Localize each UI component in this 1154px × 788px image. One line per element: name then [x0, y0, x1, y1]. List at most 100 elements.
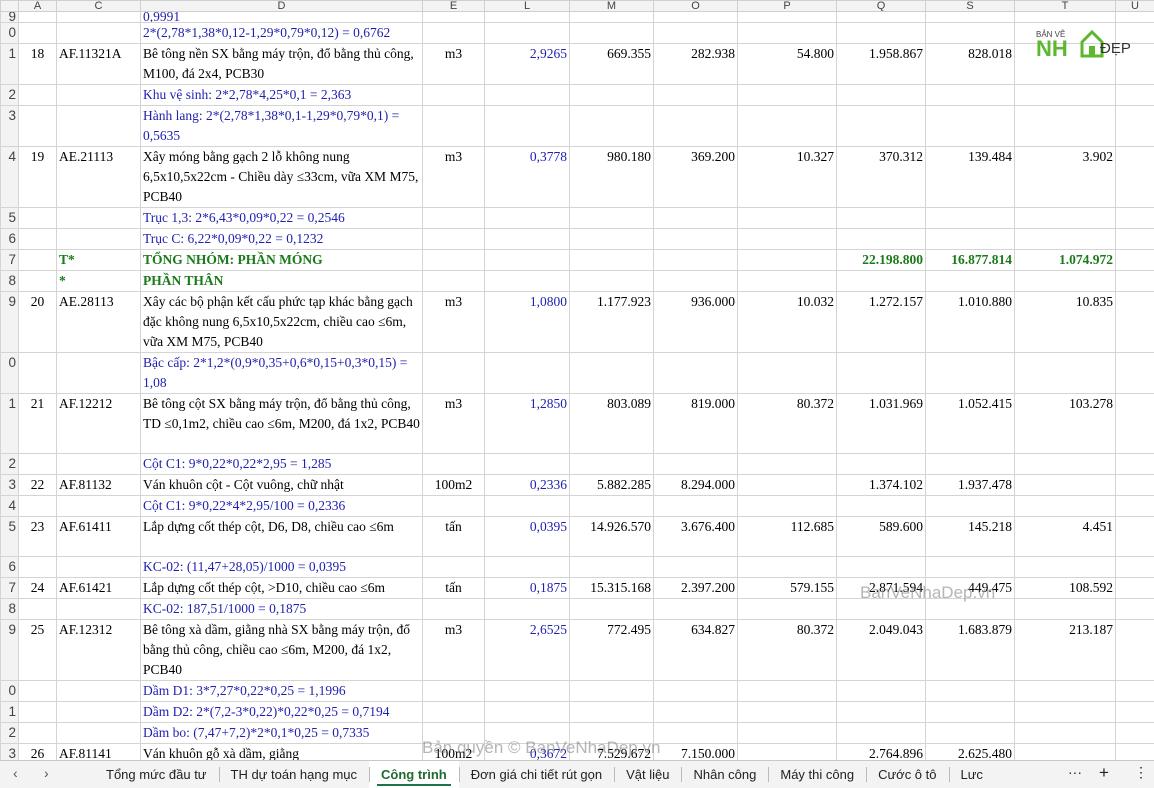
cell-description[interactable]: KC-02: (11,47+28,05)/1000 = 0,0395 — [141, 557, 423, 578]
cell-machine-total[interactable] — [1015, 723, 1116, 744]
cell-code[interactable] — [57, 599, 141, 620]
cell-u[interactable] — [1116, 12, 1154, 23]
cell-quantity[interactable]: 1,2850 — [485, 394, 570, 454]
sheet-tab[interactable]: Lưc — [949, 761, 995, 788]
cell-unit[interactable]: 100m2 — [423, 475, 485, 496]
cell-material-price[interactable] — [570, 250, 654, 271]
cell-labor-price[interactable] — [654, 723, 738, 744]
cell-material-total[interactable]: 2.049.043 — [837, 620, 926, 681]
cell-description[interactable]: Xây các bộ phận kết cấu phức tạp khác bằ… — [141, 292, 423, 353]
cell-labor-total[interactable]: 2.625.480 — [926, 744, 1015, 761]
sheet-menu-icon[interactable]: ⋮ — [1134, 764, 1148, 781]
cell-material-price[interactable]: 14.926.570 — [570, 517, 654, 557]
cell-quantity[interactable]: 1,0800 — [485, 292, 570, 353]
cell-machine-price[interactable] — [738, 250, 837, 271]
cell-labor-price[interactable] — [654, 12, 738, 23]
cell-u[interactable] — [1116, 578, 1154, 599]
cell-machine-price[interactable]: 112.685 — [738, 517, 837, 557]
cell-description[interactable]: 2*(2,78*1,38*0,12-1,29*0,79*0,12) = 0,67… — [141, 23, 423, 44]
sheet-tab[interactable]: Tổng mức đầu tư — [94, 761, 219, 788]
cell-description[interactable]: Ván khuôn cột - Cột vuông, chữ nhật — [141, 475, 423, 496]
cell-u[interactable] — [1116, 208, 1154, 229]
cell-quantity[interactable]: 0,0395 — [485, 517, 570, 557]
cell-machine-price[interactable] — [738, 106, 837, 147]
cell-labor-total[interactable] — [926, 229, 1015, 250]
select-all-corner[interactable] — [1, 1, 19, 12]
cell-quantity[interactable] — [485, 557, 570, 578]
row-header[interactable]: 2 — [1, 723, 19, 744]
row-header[interactable]: 8 — [1, 599, 19, 620]
cell-material-total[interactable]: 22.198.800 — [837, 250, 926, 271]
row-header[interactable]: 5 — [1, 517, 19, 557]
cell-quantity[interactable]: 2,9265 — [485, 44, 570, 85]
cell-material-price[interactable] — [570, 557, 654, 578]
cell-u[interactable] — [1116, 147, 1154, 208]
cell-labor-total[interactable] — [926, 271, 1015, 292]
cell-u[interactable] — [1116, 599, 1154, 620]
cell-machine-total[interactable]: 4.451 — [1015, 517, 1116, 557]
cell-description[interactable]: Bậc cấp: 2*1,2*(0,9*0,35+0,6*0,15+0,3*0,… — [141, 353, 423, 394]
cell-code[interactable]: T* — [57, 250, 141, 271]
cell-machine-price[interactable]: 579.155 — [738, 578, 837, 599]
cell-machine-price[interactable] — [738, 475, 837, 496]
cell-unit[interactable] — [423, 85, 485, 106]
column-header[interactable]: T — [1015, 1, 1116, 12]
cell-unit[interactable]: m3 — [423, 394, 485, 454]
column-header[interactable]: Q — [837, 1, 926, 12]
cell-labor-total[interactable]: 16.877.814 — [926, 250, 1015, 271]
cell-labor-total[interactable]: 1.052.415 — [926, 394, 1015, 454]
cell-description[interactable]: Dầm bo: (7,47+7,2)*2*0,1*0,25 = 0,7335 — [141, 723, 423, 744]
cell-machine-total[interactable] — [1015, 229, 1116, 250]
column-header[interactable]: S — [926, 1, 1015, 12]
cell-machine-price[interactable] — [738, 353, 837, 394]
row-header[interactable]: 6 — [1, 557, 19, 578]
cell-machine-price[interactable]: 80.372 — [738, 394, 837, 454]
cell-machine-price[interactable] — [738, 744, 837, 761]
cell-stt[interactable]: 25 — [19, 620, 57, 681]
cell-labor-price[interactable] — [654, 23, 738, 44]
cell-material-total[interactable] — [837, 23, 926, 44]
cell-stt[interactable] — [19, 723, 57, 744]
cell-labor-total[interactable] — [926, 557, 1015, 578]
cell-description[interactable]: Lắp dựng cốt thép cột, D6, D8, chiều cao… — [141, 517, 423, 557]
cell-description[interactable]: PHẦN THÂN — [141, 271, 423, 292]
cell-material-price[interactable]: 772.495 — [570, 620, 654, 681]
cell-labor-price[interactable] — [654, 353, 738, 394]
cell-labor-price[interactable]: 282.938 — [654, 44, 738, 85]
add-sheet-button[interactable]: + — [1099, 763, 1109, 783]
cell-labor-total[interactable]: 145.218 — [926, 517, 1015, 557]
cell-material-total[interactable]: 1.272.157 — [837, 292, 926, 353]
cell-quantity[interactable] — [485, 271, 570, 292]
row-header[interactable]: 9 — [1, 12, 19, 23]
sheet-tab[interactable]: Công trình — [369, 761, 459, 788]
row-header[interactable]: 3 — [1, 744, 19, 761]
cell-material-total[interactable] — [837, 702, 926, 723]
cell-description[interactable]: 0,9991 — [141, 12, 423, 23]
cell-material-price[interactable]: 5.882.285 — [570, 475, 654, 496]
row-header[interactable]: 6 — [1, 229, 19, 250]
cell-code[interactable]: AE.21113 — [57, 147, 141, 208]
cell-labor-total[interactable] — [926, 353, 1015, 394]
cell-unit[interactable] — [423, 681, 485, 702]
cell-material-total[interactable] — [837, 557, 926, 578]
cell-labor-price[interactable]: 819.000 — [654, 394, 738, 454]
cell-u[interactable] — [1116, 250, 1154, 271]
cell-code[interactable] — [57, 723, 141, 744]
cell-u[interactable] — [1116, 496, 1154, 517]
row-header[interactable]: 0 — [1, 353, 19, 394]
cell-quantity[interactable] — [485, 702, 570, 723]
cell-labor-price[interactable]: 2.397.200 — [654, 578, 738, 599]
cell-material-price[interactable] — [570, 454, 654, 475]
cell-stt[interactable] — [19, 353, 57, 394]
cell-unit[interactable] — [423, 23, 485, 44]
cell-quantity[interactable] — [485, 353, 570, 394]
cell-material-total[interactable]: 370.312 — [837, 147, 926, 208]
cell-labor-price[interactable] — [654, 250, 738, 271]
cell-machine-total[interactable]: 10.835 — [1015, 292, 1116, 353]
column-header[interactable]: L — [485, 1, 570, 12]
cell-description[interactable]: Xây móng bằng gạch 2 lỗ không nung 6,5x1… — [141, 147, 423, 208]
cell-machine-total[interactable]: 1.074.972 — [1015, 250, 1116, 271]
cell-code[interactable] — [57, 681, 141, 702]
cell-quantity[interactable] — [485, 23, 570, 44]
cell-labor-price[interactable] — [654, 496, 738, 517]
